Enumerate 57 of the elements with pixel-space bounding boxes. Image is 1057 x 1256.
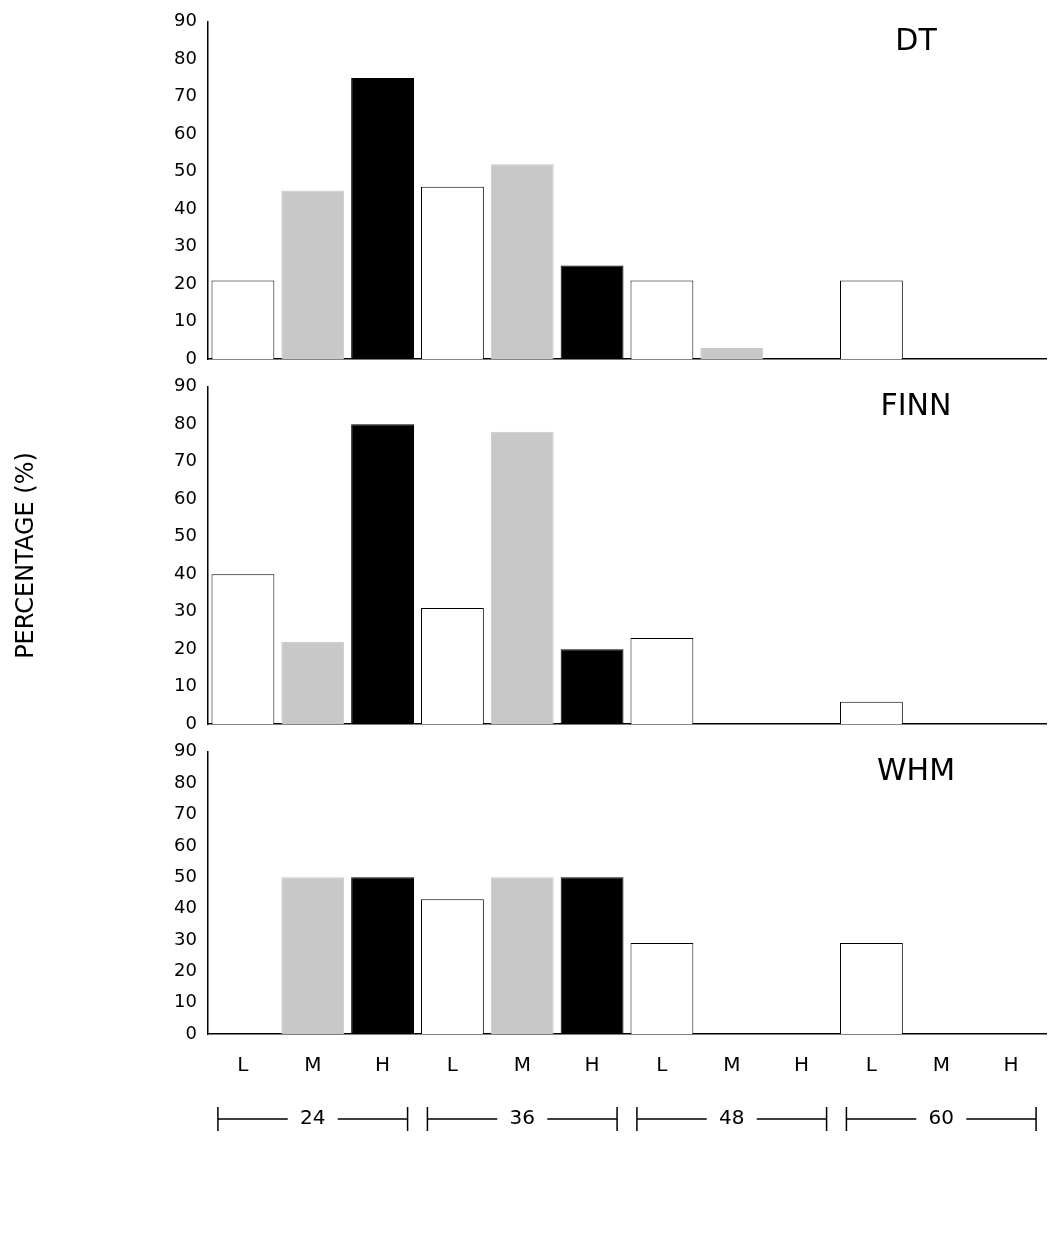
y-tick-label: 0 xyxy=(185,1021,197,1043)
y-tick-label: 80 xyxy=(174,770,197,792)
bar xyxy=(281,190,345,360)
y-tick-label: 30 xyxy=(174,234,197,256)
y-tick-label: 90 xyxy=(174,9,197,31)
x-tick-label: L xyxy=(237,1052,250,1077)
y-tick-label: 50 xyxy=(174,524,197,546)
text: 60 xyxy=(928,1105,954,1130)
x-tick-label: L xyxy=(865,1052,878,1077)
y-tick-label: 10 xyxy=(174,309,197,331)
y-tick-label: 20 xyxy=(174,271,197,293)
y-tick-label: 50 xyxy=(174,159,197,181)
bar xyxy=(490,431,554,725)
x-tick-label: M xyxy=(513,1052,531,1077)
y-tick-label: 60 xyxy=(174,121,197,143)
y-tick-label: 50 xyxy=(174,864,197,886)
y-tick-label: 40 xyxy=(174,896,197,918)
x-tick-label: M xyxy=(932,1052,950,1077)
y-tick-label: 90 xyxy=(174,739,197,761)
chart-title: DT xyxy=(895,21,938,57)
x-tick-label: M xyxy=(723,1052,741,1077)
y-tick-label: 70 xyxy=(174,84,197,106)
y-tick-label: 80 xyxy=(174,411,197,433)
y-tick-label: 20 xyxy=(174,636,197,658)
y-tick-label: 20 xyxy=(174,958,197,980)
y-tick-label: 40 xyxy=(174,196,197,218)
text: 24 xyxy=(300,1105,326,1130)
x-tick-label: H xyxy=(584,1052,600,1077)
y-tick-label: 10 xyxy=(174,674,197,696)
chart-title: FINN xyxy=(880,386,952,422)
y-tick-label: 90 xyxy=(174,374,197,396)
x-tick-label: M xyxy=(304,1052,322,1077)
x-tick-label: H xyxy=(1003,1052,1019,1077)
text: 48 xyxy=(719,1105,745,1130)
y-tick-label: 70 xyxy=(174,449,197,471)
bar xyxy=(281,641,345,725)
y-tick-label: 30 xyxy=(174,599,197,621)
y-tick-label: 80 xyxy=(174,46,197,68)
x-tick-label: L xyxy=(656,1052,669,1077)
y-tick-label: 0 xyxy=(185,346,197,368)
bar xyxy=(700,347,764,360)
bar xyxy=(281,877,345,1034)
bar xyxy=(490,164,554,360)
x-tick-label: H xyxy=(375,1052,391,1077)
y-tick-label: 60 xyxy=(174,486,197,508)
y-tick-label: 60 xyxy=(174,833,197,855)
y-tick-label: 0 xyxy=(185,711,197,733)
x-tick-label: L xyxy=(446,1052,459,1077)
x-tick-label: H xyxy=(794,1052,810,1077)
y-axis-title: PERCENTAGE (%) xyxy=(10,452,39,659)
chart-title: WHM xyxy=(876,751,956,787)
bar xyxy=(490,877,554,1034)
y-tick-label: 70 xyxy=(174,802,197,824)
y-tick-label: 30 xyxy=(174,927,197,949)
y-tick-label: 10 xyxy=(174,990,197,1012)
y-tick-label: 40 xyxy=(174,561,197,583)
text: 36 xyxy=(509,1105,535,1130)
